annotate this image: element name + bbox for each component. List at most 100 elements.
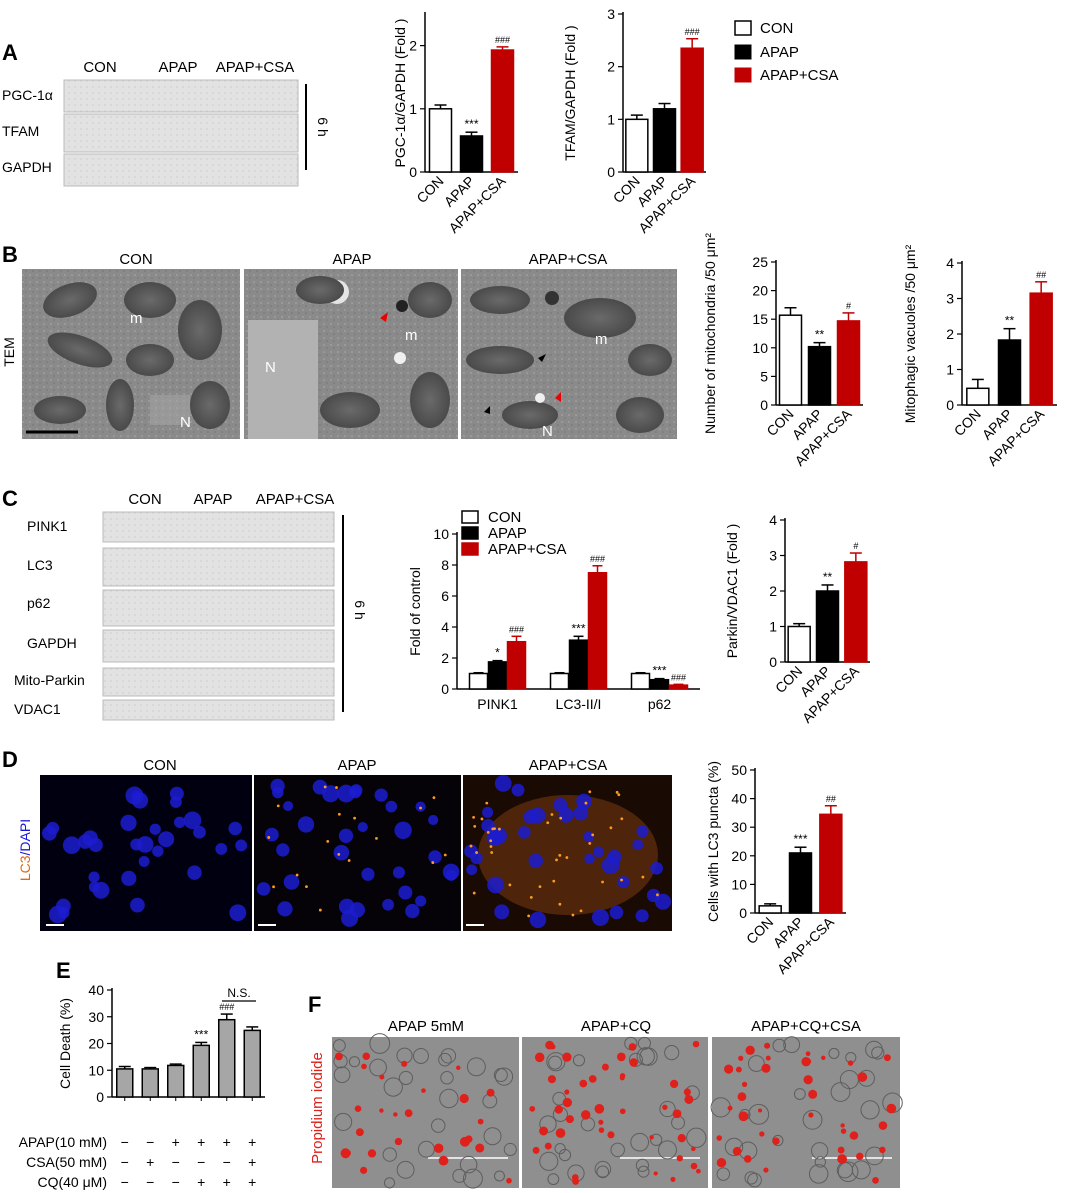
y-tick-label: 5 xyxy=(760,368,768,384)
pi-positive-mark xyxy=(588,1075,597,1083)
lc3-puncta-mark xyxy=(641,875,645,879)
lc3-puncta-mark xyxy=(617,793,621,797)
nucleus-mark xyxy=(57,906,70,919)
lc3-puncta-mark xyxy=(337,812,341,816)
lc3-puncta-mark xyxy=(527,914,531,918)
nucleus-mark xyxy=(92,881,110,899)
treatment-sign: + xyxy=(172,1134,180,1150)
lc3-puncta-mark xyxy=(571,913,575,917)
pi-positive-mark xyxy=(738,1055,744,1061)
lc3-puncta-mark xyxy=(546,821,550,825)
nucleus-mark xyxy=(130,897,145,913)
blot-c-strip-vdac1 xyxy=(102,699,335,721)
y-tick-label: 20 xyxy=(752,283,768,299)
significance-label: *** xyxy=(464,117,478,131)
bar xyxy=(778,314,803,406)
pi-positive-mark xyxy=(840,1128,847,1134)
y-tick-label: 6 xyxy=(441,588,449,604)
lc3-puncta-mark xyxy=(565,856,569,859)
pi-positive-mark xyxy=(562,1052,572,1062)
bar xyxy=(652,108,677,173)
lc3-puncta-mark xyxy=(485,801,489,805)
nucleus-mark xyxy=(654,893,672,910)
lc3-puncta-mark xyxy=(620,817,624,821)
pi-positive-mark xyxy=(716,1135,723,1141)
significance-label: ### xyxy=(671,672,686,682)
pi-positive-mark xyxy=(579,1079,588,1088)
treatment-sign: + xyxy=(248,1154,256,1170)
lc3-puncta-mark xyxy=(267,836,271,839)
nucleus-mark xyxy=(489,827,508,845)
pi-positive-mark xyxy=(607,1131,615,1139)
y-tick-label: 0 xyxy=(769,654,777,670)
nucleus-mark xyxy=(385,800,398,813)
cell-outline-mark xyxy=(369,1033,391,1054)
cell-outline-mark xyxy=(333,1066,351,1084)
pi-positive-mark xyxy=(616,1052,626,1062)
pi-positive-mark xyxy=(856,1152,864,1161)
nucleus-mark xyxy=(511,783,525,797)
treatment-sign: − xyxy=(121,1174,129,1190)
cell-outline-mark xyxy=(716,1167,731,1181)
pi-positive-mark xyxy=(486,1088,495,1097)
blot-a-row-pgc: PGC-1α xyxy=(2,87,53,103)
pi-positive-mark xyxy=(532,1146,540,1154)
lc3-puncta-mark xyxy=(472,815,475,819)
lc3-puncta-mark xyxy=(656,893,659,897)
pi-positive-mark xyxy=(763,1167,769,1173)
if-images xyxy=(40,775,672,931)
pi-positive-mark xyxy=(438,1155,449,1166)
pi-positive-mark xyxy=(345,1150,351,1156)
bar xyxy=(218,1018,236,1098)
pi-positive-mark xyxy=(847,1060,854,1066)
cell-outline-mark xyxy=(572,1054,586,1067)
pi-positive-mark xyxy=(805,1051,811,1056)
cell-outline-mark xyxy=(539,1115,557,1133)
cell-outline-mark xyxy=(635,1158,649,1172)
tem-side-label: TEM xyxy=(1,337,17,367)
panel-letter-c: C xyxy=(2,486,18,511)
pi-positive-mark xyxy=(601,1063,609,1071)
treatment-sign: + xyxy=(248,1134,256,1150)
pi-positive-mark xyxy=(683,1088,691,1096)
pi-positive-mark xyxy=(477,1118,484,1125)
lc3-puncta-mark xyxy=(295,873,299,877)
pi-positive-mark xyxy=(840,1123,845,1128)
treatment-label: CQ(40 μM) xyxy=(37,1174,107,1190)
cell-outline-mark xyxy=(594,1160,612,1178)
pi-positive-mark xyxy=(598,1119,604,1125)
pi-positive-mark xyxy=(764,1042,771,1049)
pi-positive-mark xyxy=(872,1176,879,1184)
y-tick-label: 0 xyxy=(946,397,954,413)
lc3-puncta-mark xyxy=(318,908,322,912)
nucleus-mark xyxy=(283,874,300,890)
pi-title-3: APAP+CQ+CSA xyxy=(751,1018,861,1035)
pi-images xyxy=(332,1033,903,1189)
legend-a: CON APAP APAP+CSA xyxy=(734,20,839,84)
nucleus-mark xyxy=(361,867,375,881)
cell-outline-mark xyxy=(398,1070,413,1086)
cell-outline-mark xyxy=(865,1146,884,1166)
nucleus-mark xyxy=(312,779,328,795)
y-tick-label: 1 xyxy=(946,362,954,378)
bar xyxy=(468,672,489,690)
pi-positive-mark xyxy=(738,1111,749,1122)
cell-outline-mark xyxy=(865,1040,883,1059)
bar xyxy=(680,47,704,173)
panel-letter-a: A xyxy=(2,40,18,65)
nucleus-mark xyxy=(464,844,478,859)
treatment-sign: + xyxy=(197,1134,205,1150)
pi-positive-mark xyxy=(619,1075,625,1081)
bar xyxy=(787,625,811,663)
treatment-sign: + xyxy=(146,1154,154,1170)
pi-positive-mark xyxy=(360,1166,368,1174)
bar xyxy=(668,684,689,690)
nucleus-mark xyxy=(394,821,412,840)
y-axis-label: Number of mitochondria /50 μm² xyxy=(702,233,718,434)
x-tick-label: LC3-II/I xyxy=(556,696,602,712)
lc3-puncta-mark xyxy=(305,885,308,888)
treatment-sign: − xyxy=(146,1134,154,1150)
pi-positive-mark xyxy=(459,1093,469,1104)
nucleus-mark xyxy=(607,849,622,864)
